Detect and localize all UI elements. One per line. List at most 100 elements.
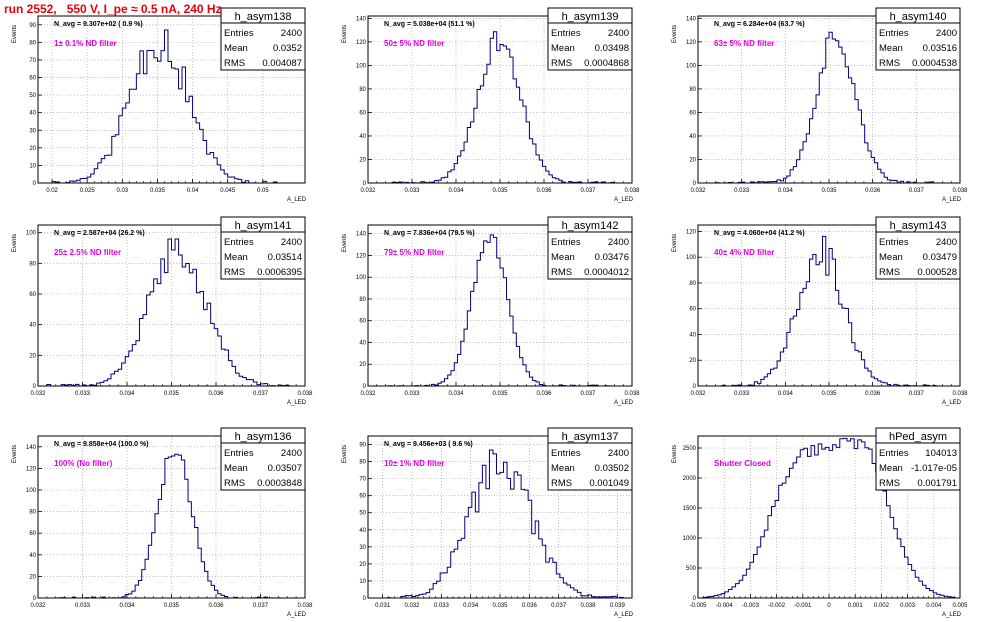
filter-label: 63± 5% ND filter [714,39,774,48]
x-tick-label: 0.038 [624,391,640,397]
y-tick-label: 2000 [683,476,697,482]
stats-label: Mean [224,43,248,54]
stats-box [220,7,306,71]
y-tick-label: 80 [359,87,366,93]
y-axis-title: Events [342,25,348,43]
stats-value: 0.03476 [595,252,629,263]
x-tick-label: 0.034 [119,603,135,609]
filter-label: Shutter Closed [714,459,771,468]
y-tick-label: 140 [26,445,37,451]
stats-label: RMS [551,478,572,489]
stats-label: Mean [879,463,903,474]
stats-label: RMS [224,267,245,278]
histogram-line [376,449,624,599]
x-tick-label: 0.034 [448,391,464,397]
x-tick-label: 0.039 [610,603,626,609]
y-tick-label: 120 [686,229,697,235]
filter-label: 40± 4% ND filter [714,248,774,257]
navg-label: N_avg = 9.456e+03 ( 9.6 %) [384,441,473,448]
y-tick-label: 90 [359,443,366,449]
navg-label: N_avg = 4.060e+04 (41.2 %) [714,230,805,237]
x-tick-label: 0.034 [448,188,464,194]
y-tick-label: 70 [359,477,366,483]
x-tick-label: 0.032 [690,391,706,397]
y-tick-label: 100 [356,275,367,281]
y-tick-label: 60 [359,319,366,325]
x-tick-label: 0.033 [75,391,91,397]
stats-label: RMS [551,267,572,278]
filter-label: 1± 0.1% ND filter [54,39,117,48]
histogram-panel-h_asym142: 0.032 0.033 0.034 0.035 0.036 0.037 0.038 0 20 40… [342,216,640,406]
x-tick-label: 0.036 [208,391,224,397]
x-tick-label: 0.032 [404,603,420,609]
stats-box [220,427,306,491]
y-tick-label: 0 [693,181,697,187]
y-tick-label: 20 [29,353,36,359]
x-tick-label: 0.036 [208,603,224,609]
x-axis-title: A_LED [287,400,307,406]
stats-value: 2400 [936,237,957,248]
y-axis-title: Events [12,445,18,463]
stats-title: h_asym142 [562,220,619,232]
y-tick-label: 120 [26,466,37,472]
y-tick-label: 0 [363,384,367,390]
stats-title: h_asym140 [890,11,947,23]
y-tick-label: 20 [29,146,36,152]
histogram-panel-h_asym139: 0.032 0.033 0.034 0.035 0.036 0.037 0.038 0 20 40… [342,7,640,203]
x-tick-label: 0.038 [624,188,640,194]
y-tick-label: 20 [359,562,366,568]
stats-value: 2400 [936,28,957,39]
y-tick-label: 1000 [683,536,697,542]
run-title: run 2552, 550 V, I_pe ≈ 0.5 nA, 240 Hz [4,2,222,16]
x-axis-title: A_LED [287,197,307,203]
x-tick-label: 0.034 [119,391,135,397]
stats-box [547,7,633,71]
stats-label: Entries [551,28,581,39]
filter-label: 50± 5% ND filter [384,39,444,48]
y-tick-label: 40 [29,553,36,559]
x-tick-label: 0.033 [734,188,750,194]
stats-box [875,216,961,280]
x-axis-title: A_LED [942,197,962,203]
x-tick-label: 0.001 [848,603,864,609]
x-tick-label: 0.035 [492,391,508,397]
x-tick-label: -0.001 [794,603,812,609]
x-tick-label: 0 [827,603,831,609]
x-tick-label: 0.035 [150,188,166,194]
y-tick-label: 50 [29,93,36,99]
stats-value: 2400 [281,28,302,39]
filter-label: 100% (No filter) [54,459,113,468]
histogram-panel-hPed_asym: -0.005 -0.004 -0.003 -0.002 -0.001 0 0.001 0.00… [672,427,968,618]
stats-value: 0.0352 [273,43,302,54]
y-tick-label: 80 [689,87,696,93]
y-tick-label: 90 [29,23,36,29]
y-tick-label: 0 [363,181,367,187]
x-axis-title: A_LED [942,400,962,406]
x-axis-title: A_LED [614,612,634,618]
y-tick-label: 0 [693,596,697,602]
histogram-panel-h_asym136: 0.032 0.033 0.034 0.035 0.036 0.037 0.038 0 20 40… [12,427,313,618]
x-axis-title: A_LED [942,612,962,618]
x-tick-label: 0.003 [900,603,916,609]
x-tick-label: 0.038 [952,188,968,194]
y-tick-label: 0 [693,384,697,390]
x-tick-label: 0.031 [375,603,391,609]
stats-value: 0.0004538 [912,58,957,69]
stats-box [220,216,306,280]
y-tick-label: 100 [26,231,37,237]
histogram-line [385,31,615,184]
y-tick-label: 20 [29,574,36,580]
stats-box [875,427,961,491]
filter-label: 79± 5% ND filter [384,248,444,257]
y-tick-label: 80 [359,297,366,303]
stats-label: Entries [551,237,581,248]
y-tick-label: 80 [29,40,36,46]
x-tick-label: 0.037 [909,391,925,397]
stats-value: 0.001049 [589,478,629,489]
y-tick-label: 80 [359,460,366,466]
x-tick-label: 0.005 [952,603,968,609]
y-tick-label: 120 [686,40,697,46]
y-tick-label: 40 [29,323,36,329]
y-tick-label: 100 [686,63,697,69]
x-tick-label: 0.036 [536,188,552,194]
